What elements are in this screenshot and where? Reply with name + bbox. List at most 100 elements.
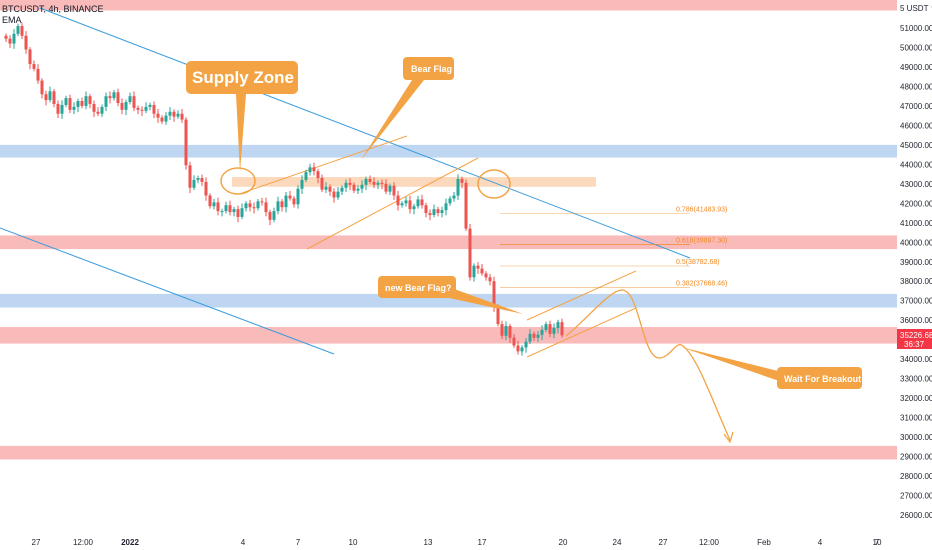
bear-flag-pointer bbox=[361, 80, 424, 160]
time-tick-label: 7 bbox=[875, 538, 880, 547]
candle-body bbox=[48, 91, 52, 101]
candle-body bbox=[76, 101, 80, 107]
current-price-label: 35226.68 bbox=[900, 331, 932, 340]
candle-body bbox=[416, 199, 420, 207]
time-tick-label: 13 bbox=[424, 538, 433, 547]
candle-body bbox=[436, 209, 440, 214]
price-axis-background bbox=[897, 0, 932, 550]
candle-body bbox=[152, 104, 156, 114]
time-tick-label: Feb bbox=[757, 538, 771, 547]
price-tick-label: 36000.00 bbox=[900, 316, 932, 325]
candle-body bbox=[112, 92, 116, 99]
candle-body bbox=[316, 171, 320, 178]
price-tick-label: 45000.00 bbox=[900, 141, 932, 150]
candle-body bbox=[20, 26, 24, 36]
candles-layer bbox=[4, 22, 564, 356]
candle-body bbox=[556, 322, 560, 328]
candle-body bbox=[448, 198, 452, 204]
candle-body bbox=[92, 103, 96, 112]
zone-resistance-5 bbox=[0, 327, 897, 344]
candle-body bbox=[212, 202, 216, 207]
candle-body bbox=[248, 203, 252, 208]
candle-body bbox=[132, 96, 136, 108]
zone-resistance-6 bbox=[0, 445, 897, 460]
candle-body bbox=[124, 102, 128, 110]
currency-unit[interactable]: 5 USDT ∨ bbox=[900, 4, 932, 13]
time-axis[interactable]: 27 12:00 2022 4 7 10 13 17 20 24 27 12:00 Feb 4 710 bbox=[0, 532, 897, 550]
breakout-callout[interactable] bbox=[777, 367, 862, 389]
time-axis-background bbox=[0, 532, 897, 550]
candle-body bbox=[500, 324, 504, 336]
zone-supply-2 bbox=[232, 177, 596, 187]
candle-body bbox=[532, 333, 536, 338]
candle-body bbox=[244, 203, 248, 209]
price-tick-label: 49000.00 bbox=[900, 63, 932, 72]
symbol-label[interactable]: BTCUSDT, 4h, BINANCE bbox=[2, 4, 104, 14]
supply-zone-label: Supply Zone bbox=[192, 68, 294, 87]
candle-body bbox=[312, 167, 316, 172]
candle-body bbox=[116, 92, 120, 103]
time-tick-label: 4 bbox=[818, 538, 823, 547]
candle-body bbox=[208, 195, 212, 207]
candle-body bbox=[288, 195, 292, 199]
zone-support-1 bbox=[0, 144, 897, 158]
price-tick-label: 39000.00 bbox=[900, 258, 932, 267]
candle-body bbox=[428, 213, 432, 216]
indicator-label[interactable]: EMA bbox=[2, 15, 22, 25]
candle-body bbox=[184, 119, 188, 166]
supply-zone-callout[interactable] bbox=[186, 61, 298, 94]
new-bear-flag-pointer bbox=[440, 286, 523, 314]
new-bear-flag-callout[interactable] bbox=[378, 276, 456, 298]
chart-header: BTCUSDT, 4h, BINANCE EMA bbox=[2, 4, 104, 25]
candle-body bbox=[28, 49, 32, 65]
price-tick-label: 31000.00 bbox=[900, 414, 932, 423]
candle-body bbox=[164, 115, 168, 122]
price-tick-label: 44000.00 bbox=[900, 160, 932, 169]
projection-path bbox=[565, 289, 731, 441]
candle-body bbox=[324, 186, 328, 190]
bear-flag-callout[interactable] bbox=[403, 57, 454, 80]
candle-body bbox=[420, 199, 424, 206]
candle-body bbox=[128, 96, 132, 103]
candle-body bbox=[472, 265, 476, 278]
candle-body bbox=[188, 165, 192, 188]
time-tick-label: 27 bbox=[659, 538, 668, 547]
candle-body bbox=[552, 327, 556, 334]
candle-body bbox=[404, 200, 408, 204]
candle-body bbox=[32, 64, 36, 69]
candle-body bbox=[36, 68, 40, 81]
candle-body bbox=[280, 201, 284, 208]
candle-body bbox=[352, 184, 356, 191]
bear-flag-lower-line bbox=[306, 157, 479, 250]
current-price-tag bbox=[897, 329, 932, 349]
candle-body bbox=[276, 201, 280, 212]
candle-body bbox=[268, 212, 272, 220]
candle-body bbox=[380, 182, 384, 184]
candle-body bbox=[220, 211, 224, 213]
candle-body bbox=[264, 202, 268, 213]
bear-flag-upper-line bbox=[241, 135, 408, 194]
price-tick-label: 51000.00 bbox=[900, 24, 932, 33]
candle-body bbox=[84, 96, 88, 106]
candle-body bbox=[56, 103, 60, 114]
candle-body bbox=[88, 96, 92, 104]
candle-body bbox=[272, 211, 276, 220]
price-tick-label: 27000.00 bbox=[900, 492, 932, 501]
candle-body bbox=[252, 207, 256, 209]
candle-body bbox=[144, 106, 148, 111]
candle-body bbox=[120, 102, 124, 110]
price-tick-label: 42000.00 bbox=[900, 199, 932, 208]
candle-body bbox=[508, 326, 512, 338]
candle-body bbox=[348, 182, 352, 185]
candle-body bbox=[224, 205, 228, 212]
time-tick-label: 10 bbox=[349, 538, 358, 547]
price-axis[interactable]: 5 USDT ∨ 51000.00 50000.00 49000.00 48000.0… bbox=[897, 0, 932, 550]
candle-body bbox=[344, 182, 348, 188]
breakout-label: Wait For Breakout bbox=[784, 374, 861, 384]
candle-body bbox=[148, 104, 152, 107]
candle-body bbox=[536, 334, 540, 338]
candle-body bbox=[520, 347, 524, 352]
candle-body bbox=[12, 33, 16, 44]
price-tick-label: 47000.00 bbox=[900, 102, 932, 111]
